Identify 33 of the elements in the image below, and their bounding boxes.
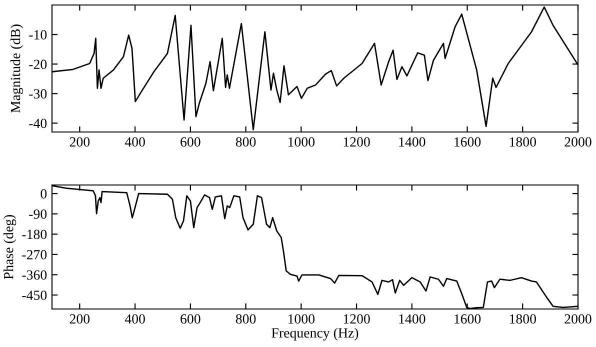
- y-tick-label: -180: [22, 230, 47, 240]
- x-tick-label: 2000: [564, 314, 592, 324]
- x-tick-label: 400: [124, 314, 145, 324]
- y-tick-label: -10: [29, 30, 47, 40]
- x-tick-label: 1400: [399, 137, 426, 147]
- x-tick-label: 1800: [510, 137, 536, 147]
- x-tick-label: 400: [124, 137, 145, 147]
- x-tick-label: 2000: [564, 137, 592, 147]
- y-tick-label: -20: [29, 60, 47, 70]
- x-tick-label: 200: [70, 314, 90, 324]
- x-tick-label: 1200: [344, 314, 370, 324]
- x-tick-label: 1000: [288, 137, 315, 147]
- y-axis-title: Phase (deg): [3, 215, 16, 280]
- x-axis-title: Frequency (Hz): [272, 328, 358, 340]
- x-tick-label: 1000: [288, 314, 315, 324]
- x-tick-label: 200: [70, 137, 90, 147]
- y-tick-label: -90: [29, 209, 47, 219]
- x-tick-label: 1400: [399, 314, 426, 324]
- y-tick-label: -450: [22, 290, 47, 300]
- y-axis-title: Magnitude (dB): [10, 24, 24, 113]
- x-tick-label: 1600: [454, 137, 481, 147]
- x-tick-label: 1200: [344, 137, 370, 147]
- y-tick-label: 0: [40, 189, 47, 199]
- x-tick-label: 600: [180, 137, 200, 147]
- x-tick-label: 1800: [510, 314, 536, 324]
- y-tick-label: -360: [22, 270, 47, 280]
- x-tick-label: 1600: [454, 314, 481, 324]
- y-tick-label: -40: [29, 118, 47, 128]
- y-tick-label: -270: [22, 250, 47, 260]
- x-tick-label: 800: [236, 314, 256, 324]
- x-tick-label: 800: [236, 137, 256, 147]
- x-tick-label: 600: [180, 314, 200, 324]
- y-tick-label: -30: [29, 89, 47, 99]
